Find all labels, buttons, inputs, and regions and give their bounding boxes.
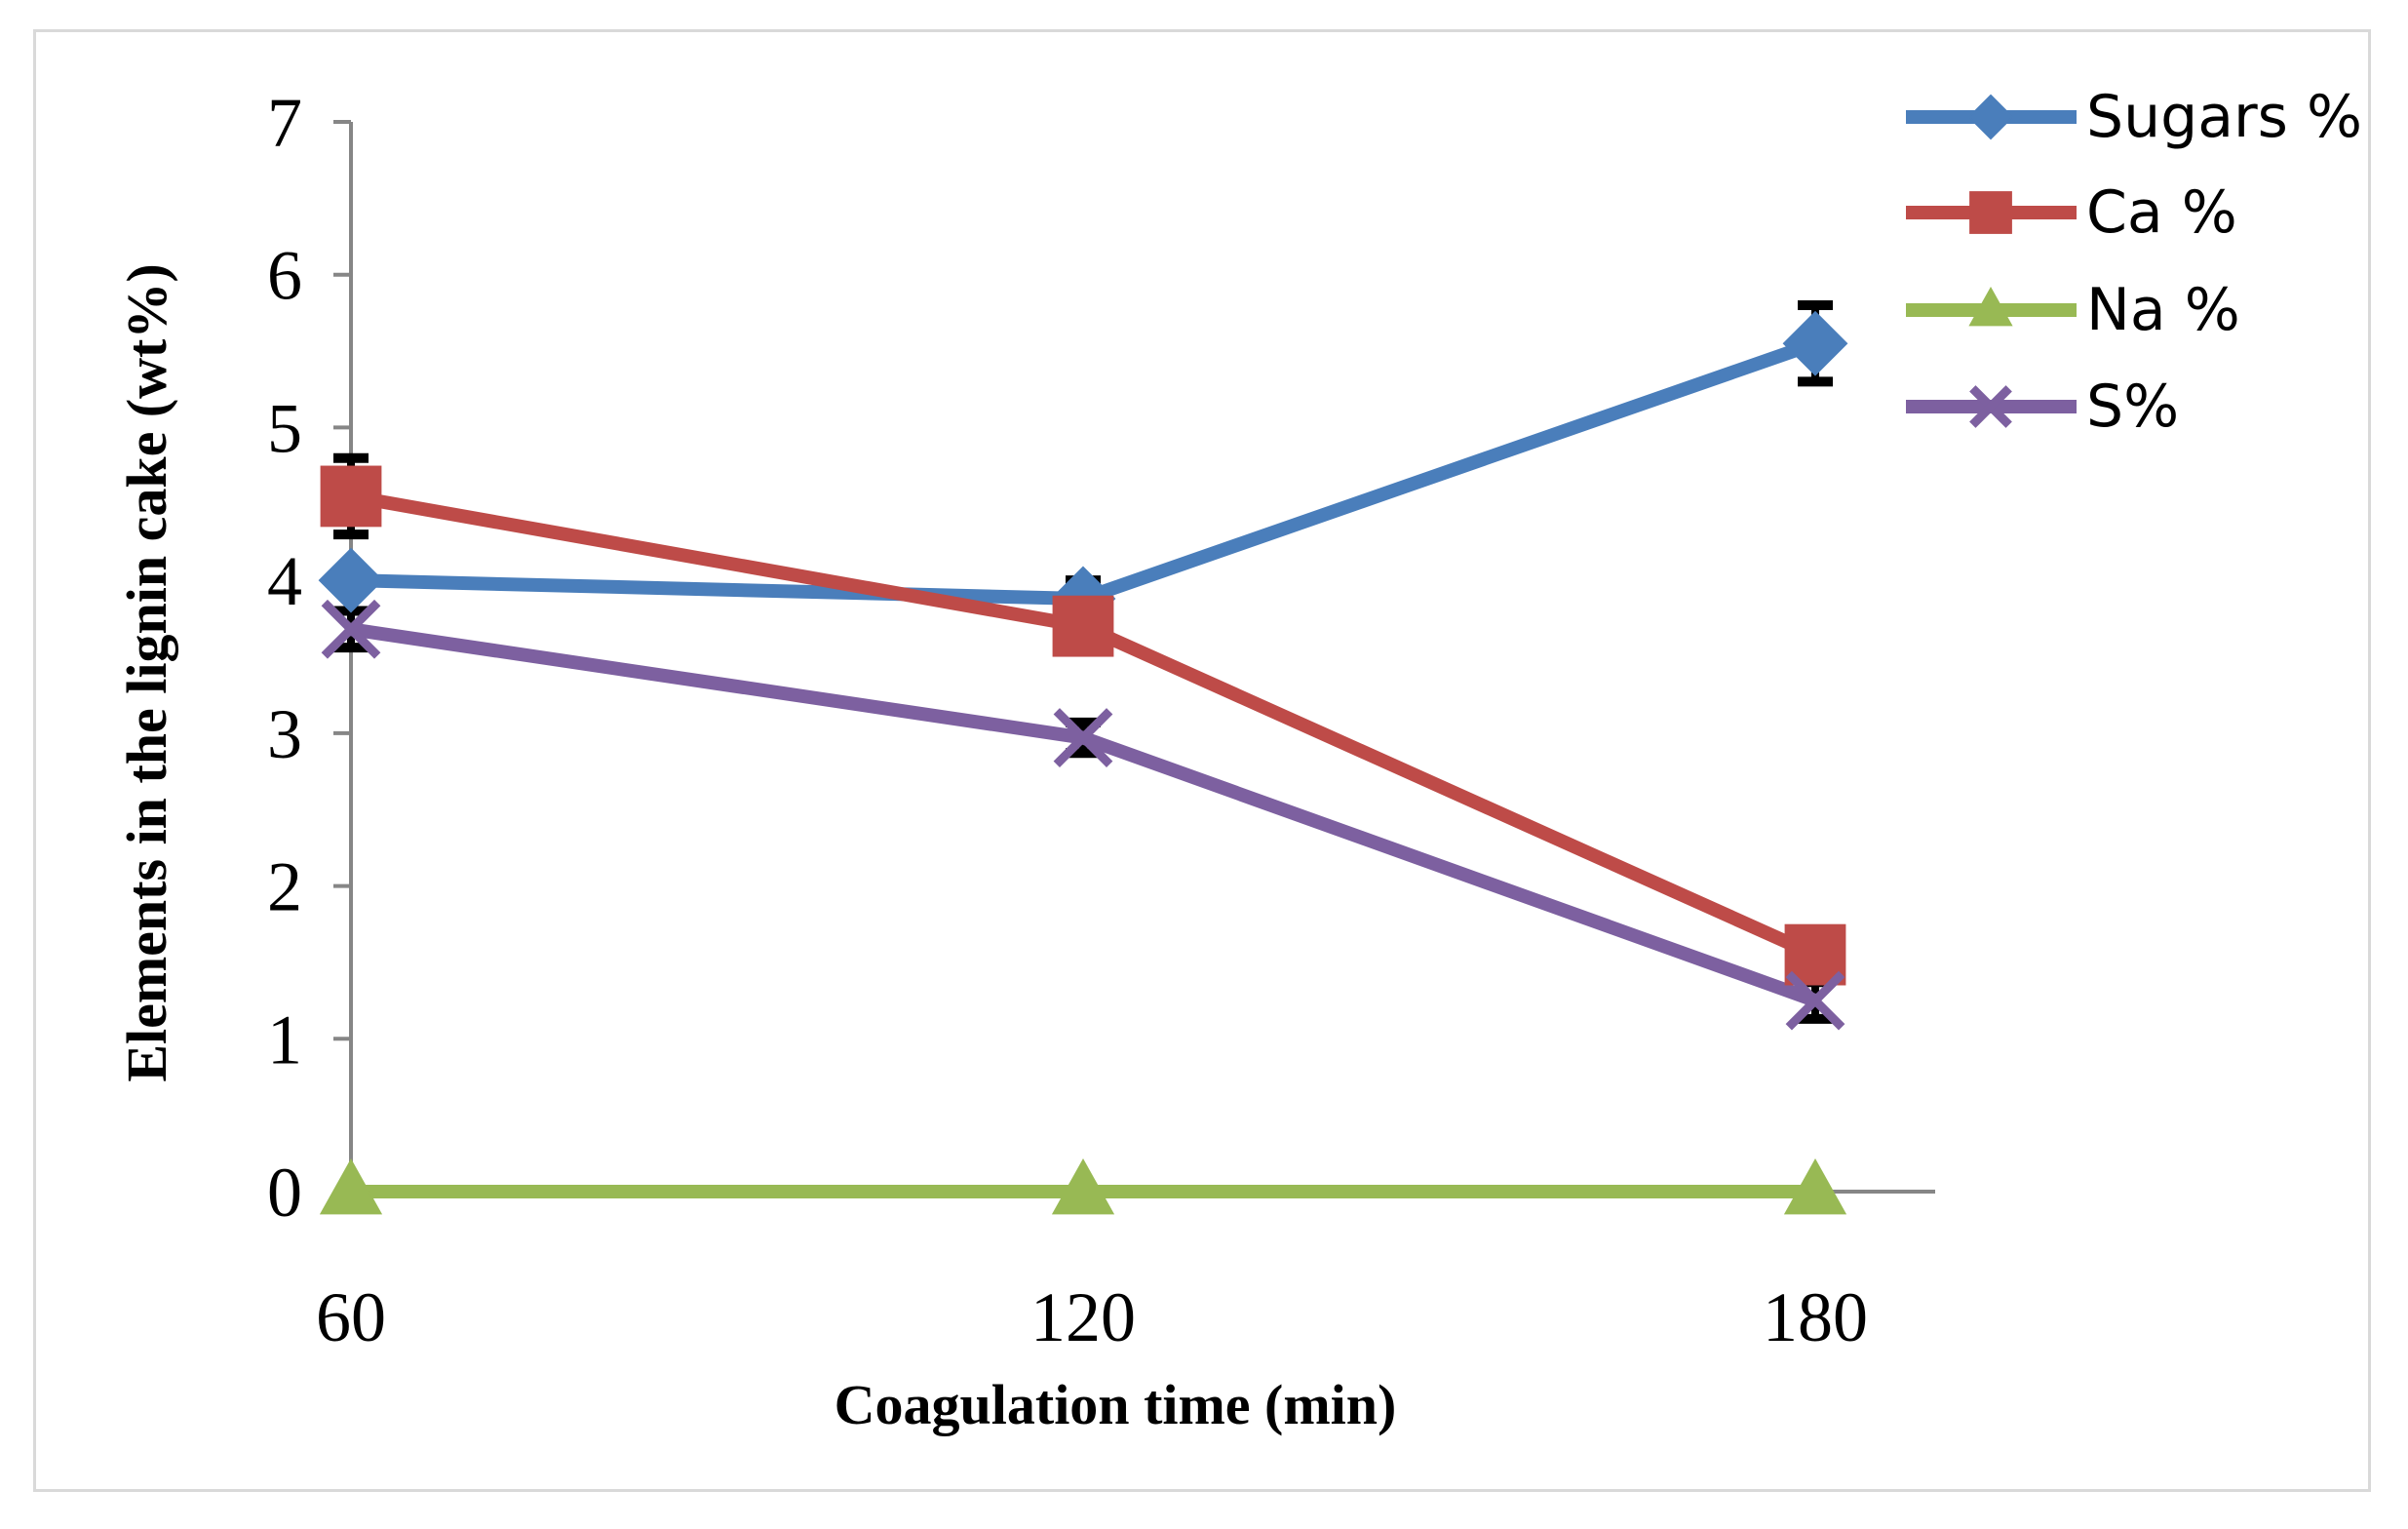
data-point bbox=[1051, 1157, 1115, 1215]
y-tick-label: 0 bbox=[267, 1154, 302, 1232]
y-tick-label: 5 bbox=[267, 389, 302, 467]
y-tick-label: 6 bbox=[267, 237, 302, 315]
series-lines bbox=[349, 336, 1818, 1198]
legend-label: S% bbox=[2086, 372, 2179, 441]
legend-marker bbox=[1969, 191, 2012, 234]
y-tick-label: 4 bbox=[267, 542, 302, 620]
data-point bbox=[1782, 310, 1848, 376]
x-marker-stroke bbox=[321, 599, 381, 659]
legend: Sugars % Ca % Na % S% bbox=[1906, 83, 2362, 441]
x-tick-label: 120 bbox=[1030, 1278, 1136, 1356]
y-tick-label: 1 bbox=[267, 1000, 302, 1078]
y-axis-title: Elements in the lignin cake (wt%) bbox=[115, 263, 178, 1081]
data-point bbox=[320, 465, 382, 528]
y-tick-label: 7 bbox=[267, 84, 302, 162]
data-point bbox=[1783, 1157, 1847, 1215]
legend-marker bbox=[1969, 385, 2012, 428]
legend-label: Sugars % bbox=[2086, 83, 2362, 151]
legend-label: Na % bbox=[2086, 276, 2240, 344]
data-point bbox=[1053, 708, 1113, 767]
legend-item: Sugars % bbox=[1906, 83, 2362, 151]
data-point bbox=[1784, 923, 1846, 986]
data-point bbox=[318, 547, 384, 613]
y-tick-label: 3 bbox=[267, 695, 302, 773]
x-tick-label: 60 bbox=[316, 1278, 386, 1356]
legend-item: S% bbox=[1906, 372, 2179, 441]
legend-item: Ca % bbox=[1906, 178, 2237, 247]
x-marker-stroke bbox=[1969, 385, 2012, 428]
legend-label: Ca % bbox=[2086, 178, 2237, 247]
y-tick-label: 2 bbox=[267, 848, 302, 926]
x-tick-label: 180 bbox=[1763, 1278, 1868, 1356]
data-point bbox=[1052, 595, 1114, 657]
x-marker-stroke bbox=[1785, 970, 1845, 1031]
chart-frame bbox=[33, 29, 2371, 1492]
legend-item: Na % bbox=[1906, 276, 2240, 344]
series-markers bbox=[318, 310, 1848, 1215]
legend-marker bbox=[1967, 94, 2014, 140]
x-axis-title: Coagulation time (min) bbox=[835, 1373, 1397, 1436]
data-point bbox=[319, 1157, 383, 1215]
data-point bbox=[321, 599, 381, 659]
series-line-sugars bbox=[350, 336, 1818, 606]
x-marker-stroke bbox=[1053, 708, 1113, 767]
legend-marker bbox=[1968, 286, 2013, 327]
data-point bbox=[1785, 970, 1845, 1031]
series-line-s bbox=[349, 622, 1818, 1007]
